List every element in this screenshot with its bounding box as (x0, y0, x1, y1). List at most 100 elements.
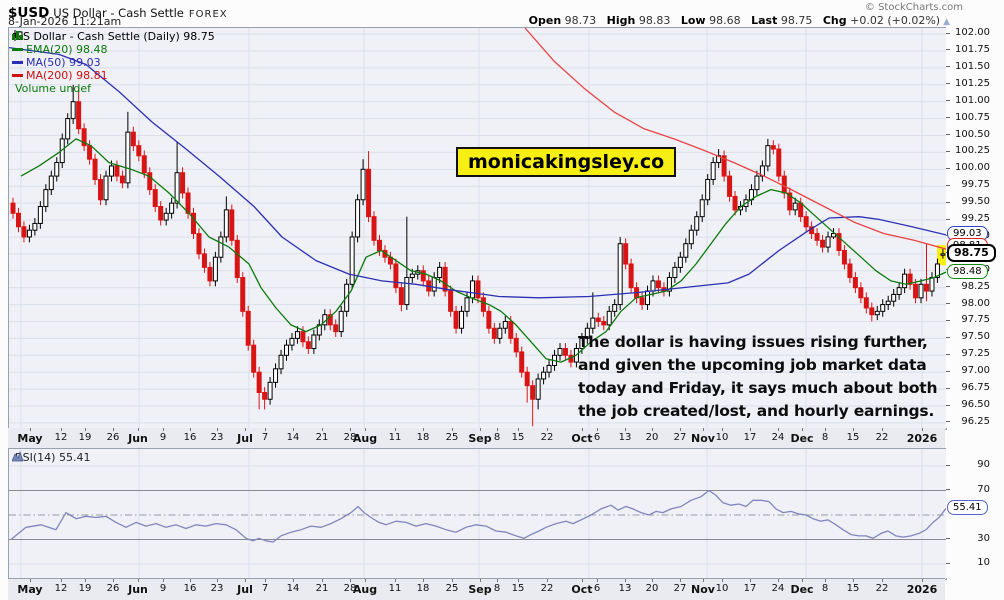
x-axis-tick (825, 579, 826, 582)
y-axis-label: 99.25 (961, 213, 990, 225)
x-axis-tick (703, 579, 704, 582)
x-axis-tick (853, 428, 854, 431)
legend-ema20: EMA(20) 98.48 (26, 43, 108, 56)
x-axis-label: 12 (54, 583, 68, 594)
x-axis-label: 22 (875, 432, 889, 443)
x-axis-tick (825, 428, 826, 431)
x-axis-label: Nov (691, 583, 715, 596)
chart-legend: US Dollar - Cash Settle (Daily) 98.75 EM… (12, 30, 215, 95)
x-axis-label: 25 (445, 432, 459, 443)
stockcharts-credit: © StockCharts.com (864, 2, 963, 13)
x-axis-label: 18 (416, 583, 430, 594)
y-axis-tick (946, 100, 950, 102)
x-axis-label: 28 (343, 583, 357, 594)
x-axis-tick (722, 428, 723, 431)
x-axis-tick (518, 579, 519, 582)
ema20-line-swatch (12, 48, 23, 51)
x-axis-label: 15 (511, 583, 525, 594)
x-axis-label: 16 (183, 583, 197, 594)
legend-ma200: MA(200) 98.81 (26, 69, 108, 82)
x-axis-label: May (17, 432, 43, 445)
x-axis-label: Aug (352, 583, 378, 596)
x-axis-label: 10 (715, 583, 729, 594)
open-label: Open (528, 14, 562, 27)
x-axis-label: 26 (106, 583, 120, 594)
y-axis-label: 97.75 (961, 314, 990, 326)
x-axis-label: 19 (78, 583, 92, 594)
x-axis-label: 22 (540, 432, 554, 443)
price-tag: 98.48 (947, 263, 988, 279)
y-axis-tick (946, 404, 950, 406)
y-axis-tick (946, 370, 950, 372)
x-axis-label: 22 (540, 583, 554, 594)
y-axis-tick (946, 117, 950, 119)
x-axis-label: 22 (875, 583, 889, 594)
legend-title-row: US Dollar - Cash Settle (Daily) 98.75 (12, 30, 215, 43)
up-triangle-icon: ▲ (943, 17, 950, 27)
x-axis-tick (652, 579, 653, 582)
x-axis-label: Sep (468, 432, 492, 445)
x-axis-tick (190, 579, 191, 582)
x-axis-tick (113, 579, 114, 582)
x-axis-tick (750, 579, 751, 582)
x-axis-label: 16 (183, 432, 197, 443)
x-axis-tick (547, 579, 548, 582)
x-axis-label: 9 (159, 432, 167, 443)
x-axis-label: Dec (790, 432, 814, 445)
x-axis-tick (597, 579, 598, 582)
rsi-chart-canvas (9, 449, 946, 579)
x-axis-label: 20 (645, 432, 659, 443)
x-axis-label: Nov (691, 432, 715, 445)
x-axis-tick (853, 579, 854, 582)
last-value: 98.75 (780, 14, 813, 27)
instrument-name: US Dollar - Cash Settle (53, 6, 184, 20)
x-axis-tick (680, 579, 681, 582)
y-axis-label: 97.50 (961, 331, 990, 343)
x-axis-tick (625, 428, 626, 431)
y-axis-tick (946, 303, 950, 305)
x-axis-label: 10 (715, 432, 729, 443)
y-axis-tick (946, 150, 950, 152)
x-axis-label: 23 (210, 583, 224, 594)
x-axis-label: 17 (743, 583, 757, 594)
x-axis-tick (480, 579, 481, 582)
x-axis-label: 9 (159, 583, 167, 594)
x-axis-label: 8 (821, 432, 829, 443)
annotation-text: The dollar is having issues rising furth… (578, 331, 946, 423)
x-axis-tick (365, 428, 366, 431)
x-axis-tick (265, 579, 266, 582)
x-axis-tick (365, 579, 366, 582)
x-axis-tick (582, 579, 583, 582)
x-axis-tick (61, 428, 62, 431)
high-value: 98.83 (638, 14, 671, 27)
x-axis-label: 19 (78, 432, 92, 443)
x-axis-label: 11 (388, 583, 402, 594)
x-axis-tick (138, 428, 139, 431)
y-axis-label: 101.50 (955, 60, 990, 72)
y-axis-label: 100.00 (955, 162, 990, 174)
x-axis-label: 20 (645, 583, 659, 594)
x-axis-tick (217, 579, 218, 582)
x-axis-tick (722, 579, 723, 582)
low-value: 98.68 (709, 14, 741, 27)
y-axis-tick (946, 201, 950, 203)
y-axis-tick (946, 167, 950, 169)
y-axis-tick (946, 184, 950, 186)
y-axis-label: 101.00 (955, 94, 990, 106)
legend-volume: Volume undef (15, 82, 91, 95)
x-axis-label: Oct (571, 432, 593, 445)
price-chart-panel: US Dollar - Cash Settle (Daily) 98.75 EM… (8, 27, 947, 430)
x-axis-tick (395, 428, 396, 431)
x-axis-tick (423, 579, 424, 582)
watermark-badge: monicakingsley.co (456, 147, 677, 177)
x-axis-tick (652, 428, 653, 431)
x-axis-label: 11 (388, 432, 402, 443)
x-axis-tick (85, 428, 86, 431)
y-axis-label: 97.00 (961, 365, 990, 377)
y-axis-label: 96.50 (961, 399, 990, 410)
y-axis-label: 101.25 (955, 77, 990, 89)
x-axis-label: 15 (846, 432, 860, 443)
x-axis-tick (395, 579, 396, 582)
x-axis-tick (480, 428, 481, 431)
